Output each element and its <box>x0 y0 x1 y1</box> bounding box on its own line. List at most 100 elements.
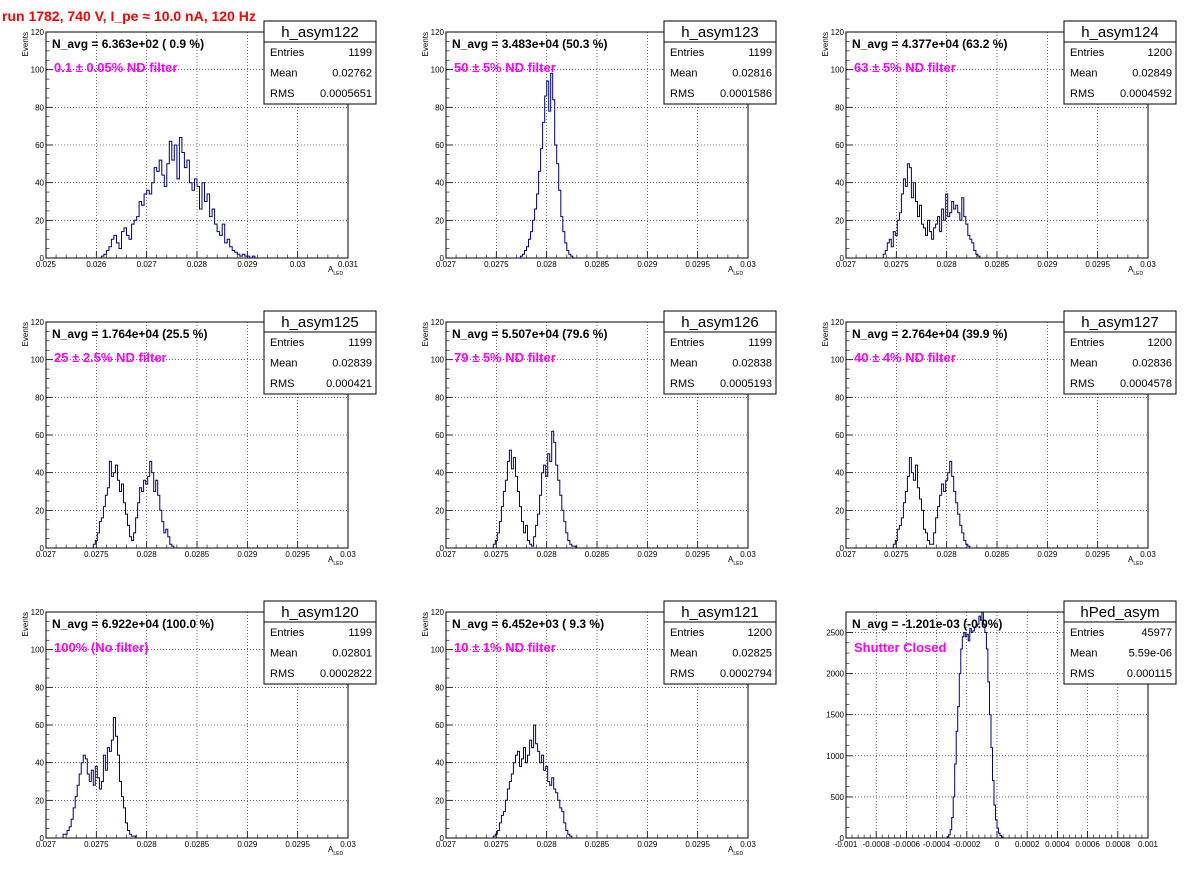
stats-box <box>1063 310 1177 395</box>
histogram-panel: 0.027 0.0275 0.028 0.0285 0.029 0.0295 0.03 0 20… <box>421 600 777 857</box>
x-tick-label: 0.029 <box>237 840 258 849</box>
x-tick-label: 0.029 <box>1037 260 1058 269</box>
x-tick-label: 0.027 <box>137 260 158 269</box>
stats-label: Entries <box>1070 337 1105 349</box>
x-axis-label-sub: LED <box>333 561 343 567</box>
x-tick-label: 0.028 <box>537 550 558 559</box>
y-axis-label: Events <box>821 32 830 56</box>
filter-annotation: 63 ± 5% ND filter <box>854 60 956 75</box>
stats-value: 5.59e-06 <box>1129 648 1172 660</box>
y-tick-label: 80 <box>835 393 844 402</box>
x-tick-label: 0.027 <box>36 550 57 559</box>
histogram-panel: 0.027 0.0275 0.028 0.0285 0.029 0.0295 0.03 0 20… <box>421 20 777 277</box>
stats-title: hPed_asym <box>1080 604 1159 621</box>
stats-label: Entries <box>1070 47 1105 59</box>
filter-annotation: 25 ± 2.5% ND filter <box>54 350 167 365</box>
stats-value: 0.02816 <box>732 68 772 80</box>
stats-value: 1200 <box>1148 337 1172 349</box>
page-title: run 1782, 740 V, I_pe ≈ 10.0 nA, 120 Hz <box>2 8 256 24</box>
x-tick-label: 0.0275 <box>84 550 109 559</box>
stats-title: h_asym126 <box>681 314 759 331</box>
histogram-line <box>516 72 577 259</box>
navg-label: N_avg = 6.922e+04 (100.0 %) <box>52 617 214 631</box>
y-tick-label: 80 <box>35 393 44 402</box>
y-tick-label: 40 <box>35 469 44 478</box>
x-tick-label: 0.028 <box>937 260 958 269</box>
y-tick-label: 100 <box>431 66 445 75</box>
stats-value: 0.02825 <box>732 648 772 660</box>
x-tick-label: 0.029 <box>637 840 658 849</box>
x-tick-label: 0.03 <box>340 550 356 559</box>
stats-value: 0.02838 <box>732 358 772 370</box>
navg-label: N_avg = -1.201e-03 (-0.0%) <box>852 617 1002 631</box>
y-tick-label: 40 <box>35 179 44 188</box>
stats-label: RMS <box>1070 378 1094 390</box>
stats-label: Mean <box>1070 358 1098 370</box>
x-tick-label: 0.029 <box>237 550 258 559</box>
y-axis-label: Events <box>21 322 30 346</box>
y-tick-label: 80 <box>435 393 444 402</box>
stats-value: 1199 <box>348 627 372 639</box>
stats-value: 1200 <box>1148 47 1172 59</box>
y-tick-label: 0 <box>840 834 845 843</box>
stats-box <box>663 310 777 395</box>
y-axis-label: Events <box>21 32 30 56</box>
y-tick-label: 120 <box>31 318 45 327</box>
y-tick-label: 120 <box>831 28 845 37</box>
y-tick-label: 100 <box>31 646 45 655</box>
x-tick-label: 0.028 <box>537 260 558 269</box>
y-tick-label: 40 <box>35 759 44 768</box>
histogram-line <box>96 137 263 259</box>
stats-title: h_asym123 <box>681 24 759 41</box>
y-tick-label: 20 <box>35 796 44 805</box>
stats-value: 0.0005193 <box>720 378 772 390</box>
y-tick-label: 20 <box>835 216 844 225</box>
x-axis-label-sub: LED <box>733 851 743 857</box>
y-tick-label: 0 <box>40 834 45 843</box>
stats-value: 0.0004578 <box>1120 378 1172 390</box>
stats-value: 0.000421 <box>326 378 372 390</box>
y-tick-label: 0 <box>440 254 445 263</box>
x-tick-label: -0.001 <box>835 840 858 849</box>
x-tick-label: 0.027 <box>36 840 57 849</box>
stats-value: 0.0004592 <box>1120 88 1172 100</box>
histogram-panel: 0.027 0.0275 0.028 0.0285 0.029 0.0295 0.03 0 20… <box>21 600 377 857</box>
stats-box <box>263 310 377 395</box>
x-tick-label: 0.025 <box>36 260 57 269</box>
x-tick-label: -0.0006 <box>893 840 921 849</box>
navg-label: N_avg = 4.377e+04 (63.2 %) <box>852 37 1007 51</box>
y-tick-label: 1500 <box>826 711 844 720</box>
y-tick-label: 80 <box>835 103 844 112</box>
x-tick-label: 0.0002 <box>1015 840 1040 849</box>
y-tick-label: 20 <box>435 796 444 805</box>
x-tick-label: 0.0285 <box>185 550 210 559</box>
stats-label: Mean <box>1070 68 1098 80</box>
x-tick-label: 0.0295 <box>685 260 710 269</box>
y-tick-label: 20 <box>35 216 44 225</box>
stats-box <box>263 20 377 105</box>
y-axis-label: Events <box>421 612 430 636</box>
x-tick-label: 0.0295 <box>1085 550 1110 559</box>
stats-value: 0.0001586 <box>720 88 772 100</box>
x-tick-label: 0.0295 <box>285 550 310 559</box>
stats-box <box>1063 600 1177 685</box>
y-tick-label: 120 <box>431 318 445 327</box>
y-tick-label: 80 <box>35 103 44 112</box>
x-tick-label: 0.027 <box>436 840 457 849</box>
stats-title: h_asym127 <box>1081 314 1159 331</box>
stats-title: h_asym120 <box>281 604 359 621</box>
y-tick-label: 120 <box>431 28 445 37</box>
histogram-line <box>891 457 972 549</box>
stats-box <box>663 600 777 685</box>
x-tick-label: 0.0295 <box>1085 260 1110 269</box>
filter-annotation: 79 ± 5% ND filter <box>454 350 556 365</box>
x-tick-label: 0.0285 <box>985 260 1010 269</box>
stats-label: Entries <box>1070 627 1105 639</box>
filter-annotation: 50 ± 5% ND filter <box>454 60 556 75</box>
filter-annotation: Shutter Closed <box>854 640 947 655</box>
x-tick-label: 0.03 <box>1140 260 1156 269</box>
x-tick-label: 0.0285 <box>585 840 610 849</box>
histogram-line <box>491 724 574 839</box>
stats-label: Mean <box>670 358 698 370</box>
